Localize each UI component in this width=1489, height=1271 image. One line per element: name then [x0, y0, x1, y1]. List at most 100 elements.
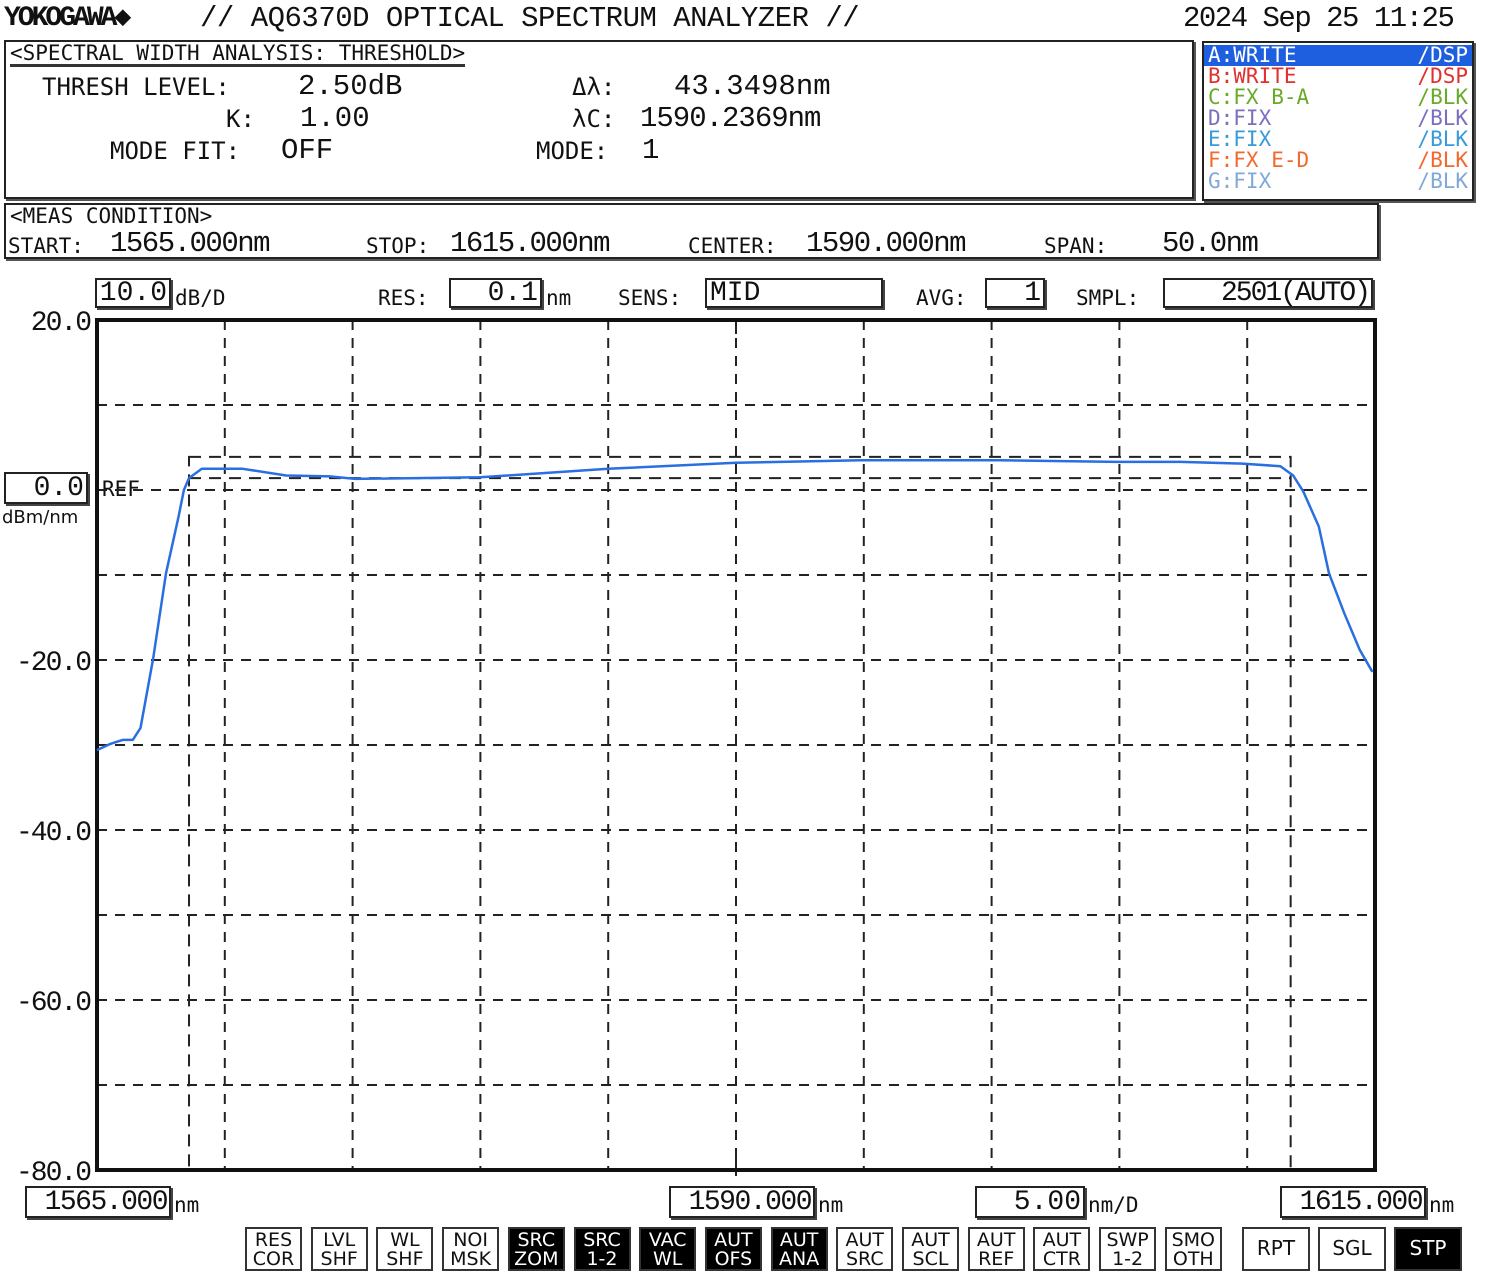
- span-per-div-field[interactable]: 5.00: [975, 1186, 1085, 1218]
- delta-lambda-label: Δλ:: [572, 73, 616, 101]
- softkey-line2: SCL: [912, 1248, 949, 1270]
- softkey-line2: COR: [252, 1248, 295, 1270]
- start-wavelength-field[interactable]: 1565.000: [25, 1186, 171, 1218]
- softkey-line1: NOI: [453, 1229, 488, 1251]
- softkey-line1: LVL: [323, 1229, 356, 1251]
- softkey-line1: AUT: [845, 1229, 885, 1251]
- softkey-line1: AUT: [1042, 1229, 1082, 1251]
- datetime: 2024 Sep 25 11:25: [1183, 2, 1455, 35]
- mode-fit-value: OFF: [281, 134, 334, 167]
- mode-label: MODE:: [536, 137, 609, 165]
- stp-button[interactable]: STP: [1394, 1227, 1462, 1271]
- threshold-marker-box: [188, 455, 1292, 1172]
- scale-unit: dB/D: [175, 286, 226, 310]
- trace-state: /BLK: [1417, 127, 1468, 151]
- sgl-button[interactable]: SGL: [1318, 1227, 1386, 1271]
- k-label: K:: [226, 105, 255, 133]
- softkey-swp-1-2[interactable]: SWP 1-2: [1099, 1227, 1157, 1271]
- trace-state: /BLK: [1417, 148, 1468, 172]
- trace-label: B:WRITE: [1208, 64, 1297, 88]
- softkey-src-zom[interactable]: SRC ZOM: [507, 1227, 565, 1271]
- trace-item-e[interactable]: E:FIX/BLK: [1204, 129, 1472, 150]
- trace-state: /DSP: [1417, 43, 1468, 67]
- trace-state: /BLK: [1417, 106, 1468, 130]
- y-tick-label: 20.0: [31, 308, 91, 339]
- softkey-res-cor[interactable]: RES COR: [245, 1227, 302, 1271]
- softkey-line2: ZOM: [514, 1248, 559, 1270]
- softkey-line2: SHF: [386, 1248, 424, 1270]
- softkey-line1: SRC: [517, 1229, 556, 1251]
- softkey-aut-ctr[interactable]: AUT CTR: [1033, 1227, 1091, 1271]
- y-tick-label: -20.0: [16, 648, 91, 679]
- res-label: RES:: [378, 286, 429, 310]
- trace-label: G:FIX: [1208, 169, 1272, 193]
- trace-item-a[interactable]: A:WRITE/DSP: [1204, 45, 1472, 66]
- trace-item-f[interactable]: F:FX E-D/BLK: [1204, 150, 1472, 171]
- trace-item-d[interactable]: D:FIX/BLK: [1204, 108, 1472, 129]
- center-wavelength-unit: nm: [818, 1193, 844, 1217]
- trace-item-c[interactable]: C:FX B-A/BLK: [1204, 87, 1472, 108]
- ref-unit: dBm/nm: [2, 507, 79, 528]
- avg-field[interactable]: 1: [985, 278, 1045, 308]
- trace-state: /BLK: [1417, 85, 1468, 109]
- trace-item-g[interactable]: G:FIX/BLK: [1204, 171, 1472, 192]
- trace-item-b[interactable]: B:WRITE/DSP: [1204, 66, 1472, 87]
- center-lambda-label: λC:: [572, 105, 616, 133]
- stop-wavelength-field[interactable]: 1615.000: [1280, 1186, 1426, 1218]
- softkey-line2: 1-2: [586, 1248, 618, 1270]
- softkey-line2: REF: [978, 1248, 1015, 1270]
- softkey-wl-shf[interactable]: WL SHF: [376, 1227, 434, 1271]
- trace-label: C:FX B-A: [1208, 85, 1310, 109]
- softkey-line1: AUT: [911, 1229, 950, 1251]
- center-wavelength-field[interactable]: 1590.000: [669, 1186, 815, 1218]
- span-value: 50.0nm: [1162, 227, 1259, 260]
- softkey-aut-ana[interactable]: AUT ANA: [770, 1227, 828, 1271]
- plot-frame: [95, 318, 1377, 1172]
- thresh-level-label: THRESH LEVEL:: [42, 73, 230, 101]
- rpt-button[interactable]: RPT: [1242, 1227, 1310, 1271]
- softkey-line2: SRC: [846, 1248, 884, 1270]
- softkey-line2: ANA: [778, 1248, 820, 1270]
- ref-level-field[interactable]: 0.0: [4, 472, 88, 504]
- softkey-line1: AUT: [714, 1229, 753, 1251]
- softkey-smo-oth[interactable]: SMO OTH: [1164, 1227, 1222, 1271]
- softkey-line1: RES: [254, 1229, 293, 1251]
- trace-a-line: [96, 459, 1374, 752]
- start-value: 1565.000nm: [110, 227, 271, 260]
- softkey-aut-ofs[interactable]: AUT OFS: [704, 1227, 762, 1271]
- softkey-line2: SHF: [320, 1248, 358, 1270]
- thresh-level-value: 2.50dB: [298, 70, 403, 103]
- smpl-field[interactable]: 2501(AUTO): [1163, 278, 1373, 308]
- softkey-vac-wl[interactable]: VAC WL: [639, 1227, 697, 1271]
- delta-lambda-value: 43.3498nm: [674, 70, 831, 103]
- y-tick-label: -80.0: [16, 1158, 91, 1189]
- stop-wavelength-unit: nm: [1429, 1193, 1455, 1217]
- trace-state: /BLK: [1417, 169, 1468, 193]
- y-tick-label: -60.0: [16, 988, 91, 1019]
- trace-label: F:FX E-D: [1208, 148, 1310, 172]
- meas-title: <MEAS CONDITION>: [10, 204, 213, 228]
- diamond-icon: ◆: [114, 3, 131, 34]
- brand-name: YOKOGAWA: [4, 3, 117, 34]
- softkey-line1: WL: [390, 1229, 420, 1251]
- scale-field[interactable]: 10.0: [95, 278, 171, 308]
- softkey-noi-msk[interactable]: NOI MSK: [442, 1227, 500, 1271]
- smpl-label: SMPL:: [1076, 286, 1140, 310]
- softkey-line1: VAC: [648, 1229, 687, 1251]
- stop-value: 1615.000nm: [450, 227, 611, 260]
- start-label: START:: [8, 234, 84, 258]
- softkey-lvl-shf[interactable]: LVL SHF: [310, 1227, 368, 1271]
- softkey-src-1-2[interactable]: SRC 1-2: [573, 1227, 631, 1271]
- start-wavelength-unit: nm: [174, 1193, 200, 1217]
- trace-label: A:WRITE: [1208, 43, 1297, 67]
- res-field[interactable]: 0.1: [449, 278, 542, 308]
- softkey-aut-src[interactable]: AUT SRC: [836, 1227, 894, 1271]
- softkey-aut-ref[interactable]: AUT REF: [967, 1227, 1025, 1271]
- softkey-aut-scl[interactable]: AUT SCL: [902, 1227, 959, 1271]
- softkey-line2: MSK: [450, 1248, 492, 1270]
- res-unit: nm: [546, 286, 572, 310]
- trace-label: D:FIX: [1208, 106, 1272, 130]
- softkey-line1: SRC: [583, 1229, 621, 1251]
- sens-field[interactable]: MID: [705, 278, 883, 308]
- span-per-div-unit: nm/D: [1088, 1193, 1139, 1217]
